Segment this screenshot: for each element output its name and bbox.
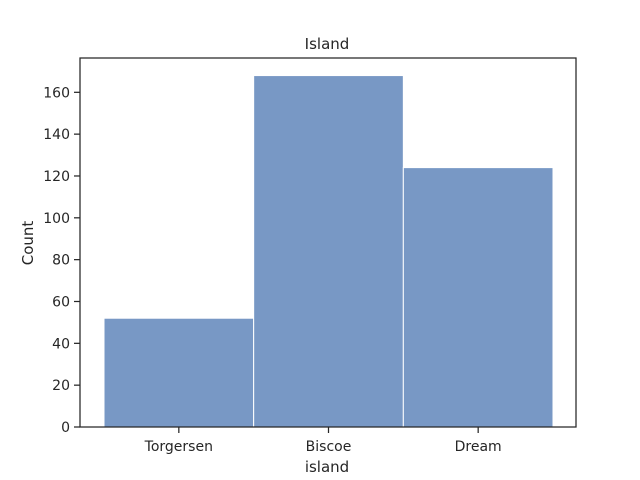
y-axis-ticks: 0 20 40 60 80 100 120 140 160 [43,85,80,436]
y-axis-label: Count [19,221,37,266]
y-tick-label: 120 [43,169,70,185]
y-tick-label: 140 [43,127,70,143]
y-tick-label: 160 [43,85,70,101]
y-tick-label: 60 [52,294,70,310]
x-tick-label: Biscoe [306,439,352,455]
x-axis-label: island [305,458,349,476]
bars-group [103,75,554,428]
bar-dream [402,167,554,428]
x-tick-label: Torgersen [144,439,213,455]
y-tick-label: 100 [43,211,70,227]
x-tick-label: Dream [455,439,502,455]
bar-torgersen [103,317,255,428]
chart-title: Island [305,35,350,53]
x-axis-ticks: Torgersen Biscoe Dream [144,427,502,455]
y-tick-label: 40 [52,336,70,352]
y-tick-label: 80 [52,253,70,269]
y-tick-label: 0 [61,420,70,436]
y-tick-label: 20 [52,378,70,394]
bar-biscoe [253,75,404,428]
